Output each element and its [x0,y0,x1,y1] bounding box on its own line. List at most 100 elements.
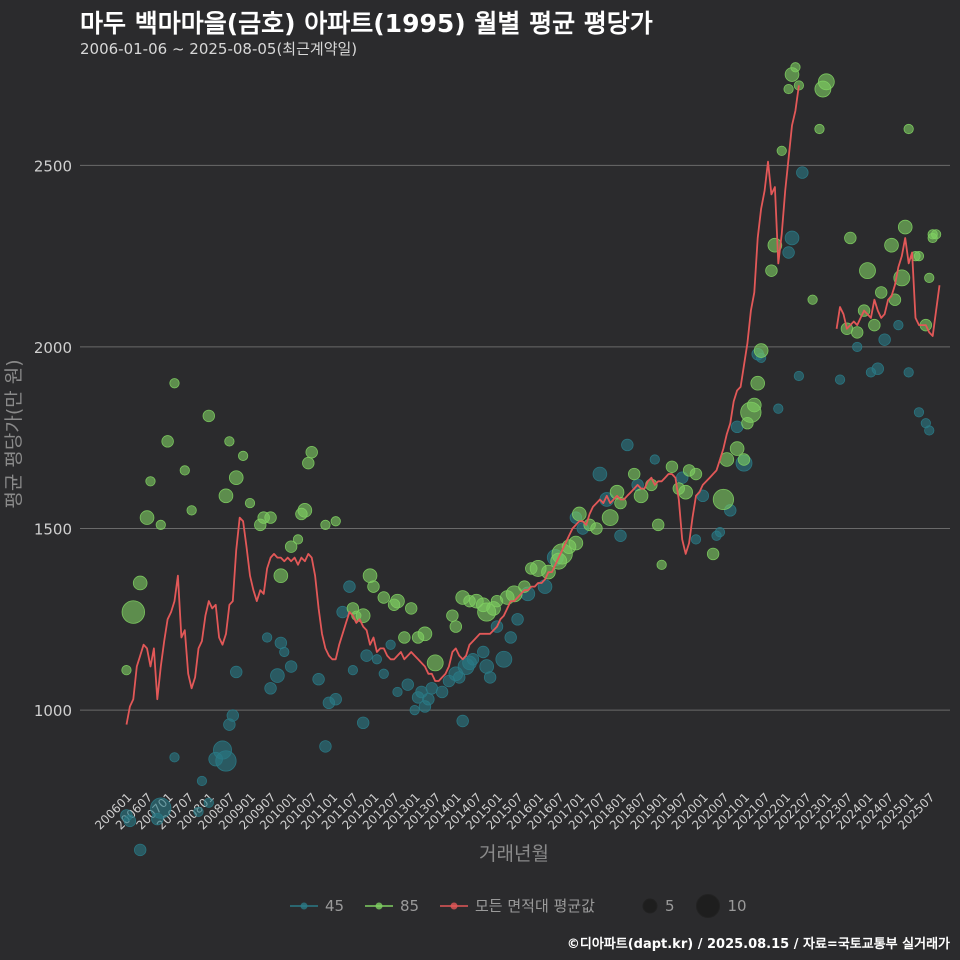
y-axis-ticks: 1000 1500 2000 2500 [34,157,72,720]
data-point-85 [729,441,745,456]
data-point-45 [614,529,627,542]
data-point-45 [714,527,726,538]
data-point-85 [628,467,641,481]
legend-key-dot [375,902,383,910]
data-point-45 [133,843,147,857]
data-point-85 [449,620,463,633]
data-point-85 [320,519,331,530]
data-point-45 [279,646,290,658]
data-point-85 [712,488,735,511]
data-point-45 [226,709,240,722]
data-point-45 [871,362,884,375]
scatter-points [120,62,942,857]
data-point-85 [590,522,603,535]
data-point-85 [292,534,304,545]
data-point-45 [264,682,277,695]
data-point-45 [347,665,358,676]
data-point-45 [262,632,273,643]
data-point-85 [228,470,244,485]
data-point-45 [150,797,172,819]
data-point-85 [238,450,249,461]
y-tick-label: 1000 [34,702,72,720]
data-point-45 [319,740,332,753]
data-point-85 [844,231,857,245]
data-point-45 [903,367,914,378]
data-point-45 [456,714,469,728]
legend-label: 85 [400,897,419,915]
data-point-45 [230,665,243,679]
data-point-45 [477,645,490,659]
legend-size-label: 5 [665,897,675,915]
data-point-85 [568,535,584,551]
data-point-45 [878,333,891,346]
data-point-45 [773,403,784,414]
data-point-85 [897,219,913,235]
data-point-85 [859,262,876,280]
data-point-45 [123,814,137,828]
y-tick-label: 2000 [34,339,72,357]
data-point-45 [193,806,204,817]
data-point-85 [633,488,649,504]
legend-label: 모든 면적대 평균값 [475,897,595,915]
legend: 45 85 모든 면적대 평균값 5 10 [290,894,747,918]
data-point-45 [409,704,420,716]
data-point-85 [132,575,148,591]
data-point-45 [924,425,935,436]
data-point-85 [202,409,215,423]
data-point-45 [621,438,634,452]
data-point-85 [776,145,787,156]
legend-label: 45 [325,897,344,915]
data-point-45 [329,693,342,706]
y-tick-label: 2500 [34,157,72,175]
data-point-45 [466,653,480,666]
data-point-85 [601,509,619,527]
data-point-85 [903,123,914,135]
data-point-45 [356,716,370,730]
data-point-85 [161,435,174,448]
data-point-45 [385,639,396,650]
data-point-45 [336,605,349,619]
data-point-45 [422,693,435,706]
data-point-85 [783,83,794,95]
data-point-45 [196,775,208,787]
data-point-45 [479,659,494,674]
data-point-85 [186,505,197,516]
data-point-45 [392,686,403,698]
data-point-45 [453,671,466,684]
data-point-85 [678,484,693,500]
data-point-85 [405,602,418,615]
data-point-85 [924,272,935,284]
data-point-85 [817,73,835,91]
data-point-45 [378,668,389,679]
x-axis-ticks: 2006012006072007012007072008012008072009… [92,790,937,832]
data-point-85 [665,460,679,473]
legend-key-dot [300,902,308,910]
y-axis-title: 평균 평당가(만 원) [3,359,25,508]
data-point-85 [875,286,888,299]
data-point-45 [495,650,513,668]
data-point-45 [537,579,553,594]
data-point-85 [931,229,942,240]
data-point-45 [215,750,237,772]
data-point-85 [417,626,433,642]
data-point-85 [851,326,864,339]
data-point-45 [511,613,524,626]
data-point-45 [730,420,744,434]
data-point-45 [782,246,795,259]
data-point-45 [270,668,285,683]
data-point-85 [145,476,156,487]
legend-key-dot [450,902,458,910]
data-point-45 [169,752,180,763]
data-point-85 [765,264,778,277]
data-point-45 [343,580,356,593]
data-point-85 [139,510,155,525]
gridlines [80,164,950,711]
data-point-85 [244,497,256,509]
data-point-45 [913,407,925,418]
data-point-85 [737,453,751,466]
legend-size-label: 10 [728,897,747,915]
legend-size-key [696,894,720,918]
average-line [125,85,941,725]
data-point-85 [264,511,277,524]
data-point-85 [814,123,825,135]
